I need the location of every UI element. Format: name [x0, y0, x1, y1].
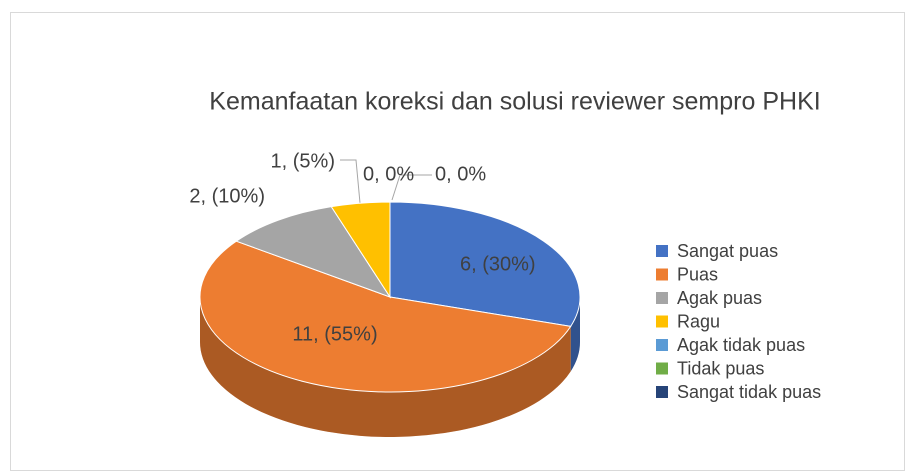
- legend-swatch: [656, 315, 668, 328]
- legend-swatch: [656, 292, 668, 304]
- legend-swatch: [656, 245, 668, 257]
- slice-side: [200, 297, 571, 438]
- data-label: 11, (55%): [292, 323, 377, 345]
- legend-label: Sangat puas: [677, 241, 778, 261]
- chart-title: Kemanfaatan koreksi dan solusi reviewer …: [209, 88, 820, 116]
- slice: [199, 240, 572, 393]
- data-label: 6, (30%): [460, 253, 536, 275]
- side-shade: [200, 297, 571, 438]
- legend-swatch: [656, 386, 668, 398]
- data-label: 2, (10%): [189, 185, 265, 207]
- data-label: 0, 0%: [435, 163, 486, 185]
- legend-label: Sangat tidak puas: [677, 382, 821, 402]
- legend-swatch: [656, 268, 668, 281]
- slice: [389, 201, 581, 327]
- legend-label: Agak puas: [677, 288, 762, 308]
- leader-line: [340, 159, 361, 204]
- legend-swatch: [656, 339, 668, 351]
- legend-label: Puas: [677, 264, 718, 284]
- data-label: 1, (5%): [271, 150, 335, 172]
- slice-side: [570, 297, 580, 372]
- data-label: 0, 0%: [363, 163, 414, 185]
- legend-label: Ragu: [677, 311, 720, 331]
- side-shade: [570, 297, 580, 372]
- slice: [235, 206, 392, 298]
- legend-label: Agak tidak puas: [677, 335, 805, 355]
- legend-swatch: [656, 362, 668, 375]
- legend-label: Tidak puas: [677, 358, 764, 378]
- leader-line: [391, 174, 432, 201]
